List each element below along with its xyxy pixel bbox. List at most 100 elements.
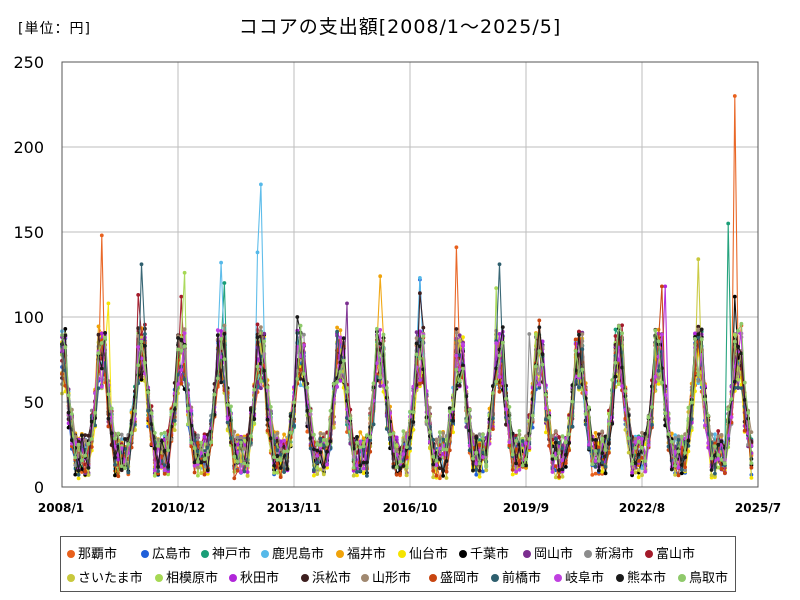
data-point xyxy=(640,466,644,470)
data-point xyxy=(553,429,558,433)
data-point xyxy=(371,422,376,427)
data-point xyxy=(520,439,525,443)
data-point xyxy=(623,428,628,432)
data-point xyxy=(742,398,747,402)
data-point xyxy=(481,450,485,455)
data-point xyxy=(497,332,502,336)
data-point xyxy=(394,435,399,440)
data-point xyxy=(76,476,81,481)
data-point xyxy=(626,413,631,418)
data-point xyxy=(265,417,270,422)
data-point xyxy=(719,433,724,437)
data-point xyxy=(341,358,346,363)
data-point xyxy=(514,469,518,474)
data-point xyxy=(557,435,561,439)
data-point xyxy=(358,445,363,450)
data-point xyxy=(192,446,197,451)
legend-item: 新潟市 xyxy=(584,543,634,562)
data-point xyxy=(63,333,68,338)
data-point xyxy=(245,474,250,478)
data-point xyxy=(275,454,280,458)
x-tick-label: 2008/1 xyxy=(38,501,84,515)
data-point xyxy=(272,463,276,468)
data-point xyxy=(225,417,230,421)
data-point xyxy=(215,328,220,333)
data-point xyxy=(189,408,194,413)
data-point xyxy=(378,384,383,388)
data-point xyxy=(679,434,684,439)
legend-item: 山形市 xyxy=(361,567,411,586)
data-point xyxy=(192,470,197,475)
data-point xyxy=(587,405,591,410)
data-point xyxy=(646,443,651,447)
legend-marker-icon xyxy=(201,549,209,558)
data-point xyxy=(149,422,154,426)
data-point xyxy=(497,375,502,379)
data-point xyxy=(375,361,379,366)
data-point xyxy=(653,374,658,379)
y-tick-label: 100 xyxy=(13,308,44,327)
data-point xyxy=(318,467,323,472)
data-point xyxy=(723,461,727,466)
data-point xyxy=(116,431,121,436)
data-point xyxy=(388,432,392,437)
data-point xyxy=(80,467,84,471)
data-point xyxy=(587,446,591,451)
data-point xyxy=(534,364,538,369)
data-point xyxy=(673,436,677,440)
data-point xyxy=(563,440,568,445)
data-point xyxy=(338,335,343,340)
data-point xyxy=(146,390,151,395)
data-point xyxy=(696,324,701,329)
data-point xyxy=(381,332,386,337)
data-point xyxy=(205,468,210,473)
data-point xyxy=(607,451,611,455)
data-point xyxy=(431,462,436,467)
data-point xyxy=(391,465,396,469)
data-point xyxy=(597,459,601,463)
data-point xyxy=(709,456,714,461)
data-point xyxy=(222,332,227,336)
data-point xyxy=(467,448,472,453)
data-point xyxy=(491,416,495,421)
data-point xyxy=(255,364,260,369)
data-point xyxy=(550,457,555,461)
data-point xyxy=(510,452,515,457)
legend-marker-icon xyxy=(645,549,653,558)
data-point xyxy=(139,335,144,340)
data-point xyxy=(457,338,462,343)
y-tick-label: 250 xyxy=(13,53,44,72)
data-point xyxy=(719,439,724,444)
y-tick-label: 150 xyxy=(13,223,44,242)
data-point xyxy=(500,340,505,345)
data-point xyxy=(315,442,320,446)
data-point xyxy=(99,233,104,238)
data-point xyxy=(669,467,674,472)
data-point xyxy=(318,436,323,441)
legend-marker-icon xyxy=(336,549,344,558)
data-point xyxy=(643,431,648,436)
data-point xyxy=(378,274,383,279)
data-point xyxy=(703,397,707,402)
data-point xyxy=(504,407,508,412)
data-point xyxy=(159,438,164,443)
data-point xyxy=(597,468,601,473)
data-point xyxy=(673,433,677,438)
data-point xyxy=(225,420,230,424)
data-point xyxy=(481,455,485,460)
data-point xyxy=(245,463,250,468)
data-point xyxy=(361,444,366,449)
data-point xyxy=(99,331,104,336)
data-point xyxy=(693,337,697,341)
data-point xyxy=(547,415,552,420)
data-point xyxy=(401,429,406,434)
data-point xyxy=(726,407,731,412)
data-point xyxy=(312,473,316,478)
data-point xyxy=(123,437,127,441)
data-point xyxy=(434,437,439,442)
data-point xyxy=(444,469,449,474)
data-point xyxy=(365,474,369,478)
data-point xyxy=(557,475,561,479)
data-point xyxy=(527,332,532,336)
data-point xyxy=(640,445,644,450)
